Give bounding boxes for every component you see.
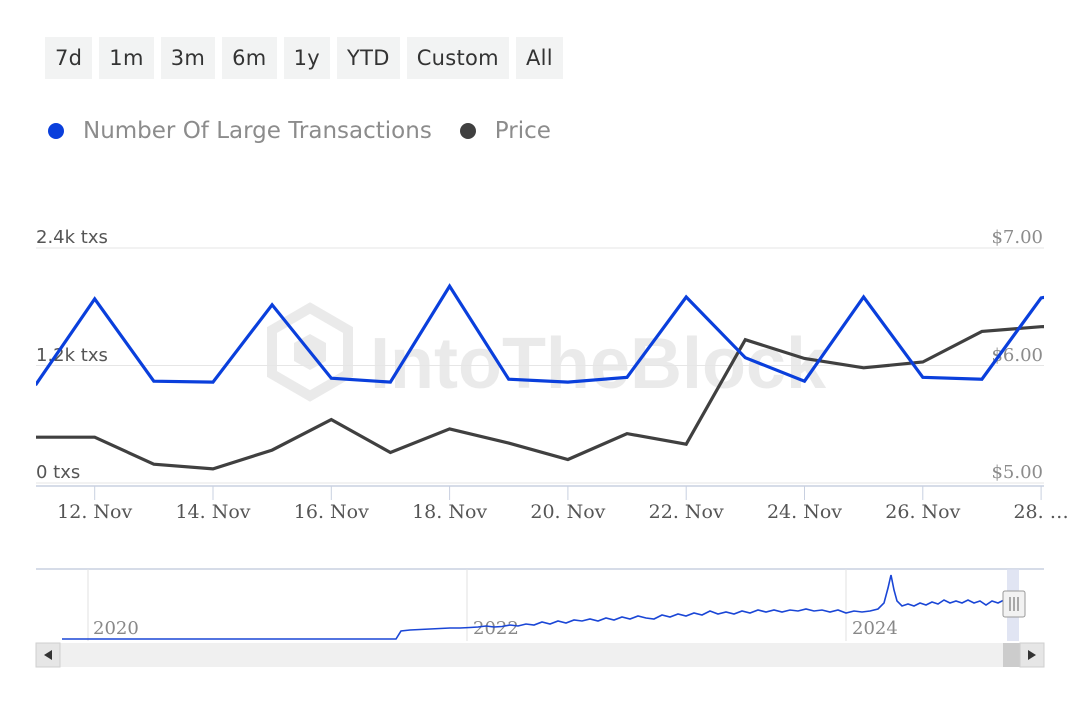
range-7d-button[interactable]: 7d: [45, 37, 93, 79]
x-tick-label: 22. Nov: [649, 501, 724, 523]
scrollbar-thumb[interactable]: [1003, 643, 1021, 667]
x-tick-label: 28. …: [1013, 501, 1068, 523]
range-6m-button[interactable]: 6m: [222, 37, 277, 79]
range-custom-button[interactable]: Custom: [406, 37, 509, 79]
legend-marker-price: [459, 123, 476, 139]
legend-label-large-transactions: Number Of Large Transactions: [83, 118, 432, 144]
y-left-tick-label: 1.2k txs: [36, 345, 108, 366]
navigator-handle[interactable]: [1002, 590, 1026, 618]
navigator[interactable]: 2020 2022 2024: [36, 568, 1044, 641]
scroll-right-arrow-icon: [1028, 650, 1036, 660]
legend-item-price[interactable]: Price: [459, 118, 551, 144]
range-ytd-button[interactable]: YTD: [336, 37, 400, 79]
x-tick-label: 14. Nov: [175, 501, 250, 523]
scroll-right-button[interactable]: [1019, 642, 1045, 668]
legend-item-large-transactions[interactable]: Number Of Large Transactions: [48, 118, 432, 144]
scroll-left-arrow-icon: [44, 650, 52, 660]
range-1y-button[interactable]: 1y: [283, 37, 330, 79]
y-right-tick-label: $7.00: [991, 227, 1043, 248]
scrollbar[interactable]: [35, 642, 1045, 668]
watermark: IntoTheBlock: [267, 302, 827, 404]
price-series-line: [36, 324, 1044, 471]
y-left-tick-label: 0 txs: [36, 462, 80, 483]
navigator-year-label: 2022: [473, 618, 519, 639]
chart-legend: Number Of Large Transactions Price: [48, 118, 579, 144]
navigator-year-label: 2020: [93, 618, 139, 639]
x-tick-label: 24. Nov: [767, 501, 842, 523]
range-selector: 7d 1m 3m 6m 1y YTD Custom All: [45, 37, 563, 79]
legend-marker-large-transactions: [48, 123, 64, 139]
large-transactions-series-line: [36, 283, 1044, 387]
plot-series: [36, 283, 1044, 471]
range-3m-button[interactable]: 3m: [160, 37, 216, 79]
navigator-series-line: [62, 574, 1005, 640]
y-right-tick-label: $5.00: [991, 462, 1043, 483]
legend-label-price: Price: [494, 118, 551, 144]
watermark-text: IntoTheBlock: [370, 324, 827, 404]
range-all-button[interactable]: All: [515, 37, 563, 79]
y-axis-left: 2.4k txs 1.2k txs 0 txs: [36, 227, 108, 483]
x-axis: 12. Nov 14. Nov 16. Nov 18. Nov 20. Nov 22. N…: [36, 485, 1069, 523]
scroll-left-button[interactable]: [35, 642, 61, 668]
y-left-tick-label: 2.4k txs: [36, 227, 108, 248]
range-1m-button[interactable]: 1m: [99, 37, 154, 79]
x-tick-label: 12. Nov: [57, 501, 132, 523]
x-tick-label: 16. Nov: [294, 501, 369, 523]
scrollbar-track[interactable]: [36, 643, 1044, 667]
navigator-year-label: 2024: [852, 618, 898, 639]
x-tick-label: 26. Nov: [885, 501, 960, 523]
x-tick-label: 20. Nov: [530, 501, 605, 523]
x-tick-label: 18. Nov: [412, 501, 487, 523]
